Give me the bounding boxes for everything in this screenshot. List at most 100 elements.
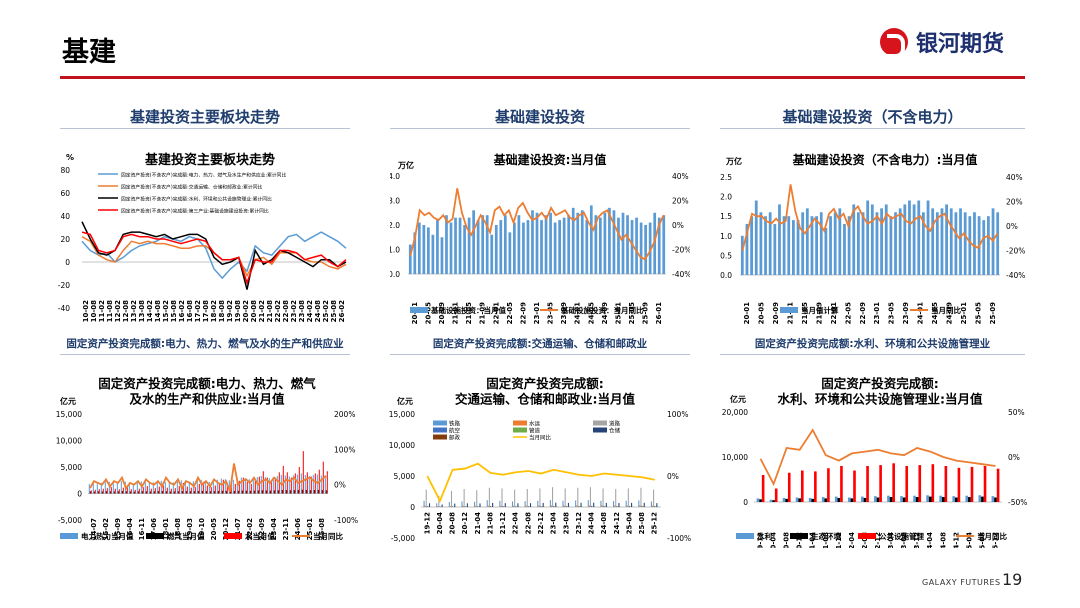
bar: [300, 473, 302, 494]
bar: [528, 506, 530, 507]
legend-swatch: [224, 533, 242, 539]
y2-tick-label: 0%: [1008, 453, 1020, 462]
bar: [870, 204, 874, 275]
bar: [616, 506, 618, 507]
bar: [631, 502, 633, 507]
bar: [326, 471, 328, 494]
x-tick-label: 21-08: [486, 512, 494, 535]
bar: [144, 481, 146, 494]
bar: [782, 216, 786, 275]
bar: [206, 485, 208, 494]
bar: [926, 495, 929, 502]
legend-label: 燃气当月值: [167, 531, 205, 541]
bar: [490, 234, 494, 274]
x-tick-label: 23-01: [533, 302, 541, 325]
x-tick-label: 18-08: [218, 300, 226, 323]
bar: [889, 216, 893, 275]
bar: [321, 490, 323, 494]
bar: [605, 502, 607, 507]
bar: [270, 480, 272, 494]
title-divider: [60, 76, 1025, 79]
x-tick-label: 23-09: [902, 302, 910, 325]
bar: [535, 212, 539, 274]
x-tick-label: 24-05: [931, 302, 939, 325]
bar: [225, 490, 227, 494]
x-tick-label: 24-01: [574, 302, 582, 325]
x-tick-label: 22-09: [258, 518, 266, 541]
bar: [565, 506, 567, 507]
y-tick-label: 15,000: [389, 410, 415, 419]
bar: [504, 503, 506, 507]
x-tick-label: 12-08: [122, 300, 130, 323]
x-tick-label: 16-02: [178, 300, 186, 323]
legend-label: 仓储: [609, 427, 621, 435]
y-tick-label: 60: [60, 189, 70, 198]
bar: [902, 497, 906, 502]
bar: [978, 495, 982, 502]
bar: [200, 479, 202, 494]
chart-title: 水利、环境和公共设施管理业:当月值: [778, 392, 983, 407]
bar: [608, 207, 611, 274]
bar: [93, 491, 95, 494]
bar: [244, 478, 246, 494]
x-tick-label: 21-09: [479, 302, 487, 325]
bar: [292, 475, 294, 494]
bar: [436, 503, 438, 507]
bar: [815, 216, 818, 275]
x-tick-label: 25-04: [965, 532, 973, 548]
y-tick-label: 20,000: [722, 408, 748, 417]
legend-label: 固定资产投资(不含农户)完成额:第三产业:基础设施建设投资:累计同比: [121, 208, 269, 215]
x-tick-label: 15-02: [162, 300, 170, 323]
bar: [931, 208, 935, 275]
bar: [88, 483, 90, 494]
bar: [100, 482, 102, 494]
x-tick-label: 25-01: [960, 302, 968, 325]
chart-title: 基建投资主要板块走势: [144, 152, 275, 168]
bar: [949, 208, 953, 275]
x-tick-label: 24-12: [613, 512, 621, 535]
legend-swatch: [433, 427, 447, 433]
legend-label: 基础设施投资：当月同比: [560, 305, 644, 315]
x-tick-label: 20-05: [758, 302, 766, 325]
bar: [576, 505, 578, 507]
bar: [237, 490, 239, 494]
bar: [540, 506, 542, 507]
x-tick-label: 13-08: [138, 300, 146, 323]
bar: [472, 210, 475, 274]
bar: [981, 496, 984, 502]
bar: [241, 490, 243, 494]
bar: [461, 501, 463, 507]
bar: [625, 500, 627, 507]
bar: [494, 225, 498, 274]
legend-swatch: [736, 533, 754, 539]
x-tick-label: 24-08: [314, 300, 322, 323]
x-tick-label: 20-05: [424, 302, 432, 325]
y-tick-label: 5,000: [61, 463, 83, 472]
bar: [476, 490, 478, 507]
bar: [273, 490, 275, 494]
x-tick-label: 23-01: [873, 302, 881, 325]
y-axis-label: 万亿: [397, 160, 414, 170]
bar: [594, 215, 598, 274]
bar: [792, 220, 795, 275]
bar: [148, 482, 150, 494]
bar: [630, 220, 634, 274]
bar: [499, 220, 503, 274]
y2-tick-label: 40%: [1006, 173, 1023, 182]
bar: [90, 490, 92, 494]
bar: [426, 506, 428, 507]
bar: [912, 204, 916, 275]
divider: [390, 354, 690, 355]
bar: [424, 505, 426, 507]
y-axis-label: %: [66, 153, 74, 162]
chart-sector-trends: 基建投资主要板块走势% 80 60 40 20 0 -20 -40 固定资产投资(不含农户)完成…: [58, 152, 347, 323]
bar: [650, 501, 652, 507]
bar: [324, 476, 326, 494]
bar: [467, 217, 471, 274]
page-number: 19: [1002, 570, 1023, 589]
bar: [158, 486, 160, 494]
x-tick-label: 21-01: [787, 302, 795, 325]
x-tick-label: 21-05: [465, 302, 473, 325]
bar: [824, 227, 828, 275]
x-tick-label: 23-02: [290, 300, 298, 323]
